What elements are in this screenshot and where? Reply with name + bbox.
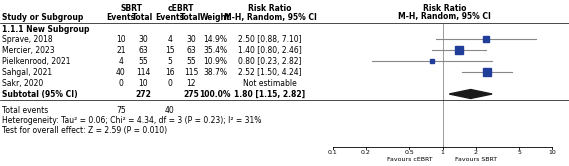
Text: 38.7%: 38.7% xyxy=(203,68,227,77)
Text: 1.80 [1.15, 2.82]: 1.80 [1.15, 2.82] xyxy=(234,90,306,99)
Text: Risk Ratio: Risk Ratio xyxy=(248,4,292,13)
Text: Not estimable: Not estimable xyxy=(243,79,297,88)
Text: 30: 30 xyxy=(186,35,196,44)
Text: Events: Events xyxy=(155,13,184,22)
Text: 114: 114 xyxy=(136,68,150,77)
Text: 40: 40 xyxy=(116,68,126,77)
Text: Test for overall effect: Z = 2.59 (P = 0.010): Test for overall effect: Z = 2.59 (P = 0… xyxy=(2,126,167,135)
Text: Favours cEBRT: Favours cEBRT xyxy=(387,157,432,162)
Text: 272: 272 xyxy=(135,90,151,99)
Text: Total events: Total events xyxy=(2,106,48,115)
Text: 35.4%: 35.4% xyxy=(203,46,227,55)
Text: 2: 2 xyxy=(473,150,477,155)
Text: M-H, Random, 95% CI: M-H, Random, 95% CI xyxy=(224,13,316,22)
Text: 15: 15 xyxy=(165,46,175,55)
Text: 10.9%: 10.9% xyxy=(203,57,227,66)
Text: 1.40 [0.80, 2.46]: 1.40 [0.80, 2.46] xyxy=(238,46,302,55)
Text: 1.1.1 New Subgroup: 1.1.1 New Subgroup xyxy=(2,25,89,34)
Text: 10: 10 xyxy=(116,35,126,44)
Text: Mercier, 2023: Mercier, 2023 xyxy=(2,46,55,55)
Text: Heterogeneity: Tau² = 0.06; Chi² = 4.34, df = 3 (P = 0.23); I² = 31%: Heterogeneity: Tau² = 0.06; Chi² = 4.34,… xyxy=(2,116,261,125)
Text: Sakr, 2020: Sakr, 2020 xyxy=(2,79,43,88)
Text: 30: 30 xyxy=(138,35,148,44)
Text: 55: 55 xyxy=(138,57,148,66)
Text: 5: 5 xyxy=(167,57,172,66)
Text: 63: 63 xyxy=(138,46,148,55)
Text: 100.0%: 100.0% xyxy=(199,90,231,99)
Text: Events: Events xyxy=(106,13,135,22)
Text: 75: 75 xyxy=(116,106,126,115)
Text: Favours SBRT: Favours SBRT xyxy=(455,157,497,162)
Text: 55: 55 xyxy=(186,57,196,66)
Text: 10: 10 xyxy=(549,150,556,155)
Text: 0.2: 0.2 xyxy=(361,150,370,155)
Text: 0.80 [0.23, 2.82]: 0.80 [0.23, 2.82] xyxy=(238,57,302,66)
Text: Risk Ratio: Risk Ratio xyxy=(423,4,466,13)
Text: 2.50 [0.88, 7.10]: 2.50 [0.88, 7.10] xyxy=(238,35,302,44)
Text: 115: 115 xyxy=(184,68,198,77)
Text: 2.52 [1.50, 4.24]: 2.52 [1.50, 4.24] xyxy=(238,68,302,77)
Text: 275: 275 xyxy=(183,90,199,99)
Text: 21: 21 xyxy=(116,46,126,55)
Text: Total: Total xyxy=(180,13,201,22)
Text: Sahgal, 2021: Sahgal, 2021 xyxy=(2,68,52,77)
Text: SBRT: SBRT xyxy=(121,4,143,13)
Text: 12: 12 xyxy=(186,79,196,88)
Text: 0.1: 0.1 xyxy=(328,150,337,155)
Text: Subtotal (95% CI): Subtotal (95% CI) xyxy=(2,90,77,99)
Text: 5: 5 xyxy=(517,150,521,155)
Text: 0: 0 xyxy=(167,79,172,88)
Text: 1: 1 xyxy=(440,150,444,155)
Text: 16: 16 xyxy=(165,68,175,77)
Text: Total: Total xyxy=(133,13,154,22)
Text: 4: 4 xyxy=(167,35,172,44)
Text: 0: 0 xyxy=(118,79,123,88)
Text: 14.9%: 14.9% xyxy=(203,35,227,44)
Text: 40: 40 xyxy=(165,106,175,115)
Text: 0.5: 0.5 xyxy=(405,150,414,155)
Text: M-H, Random, 95% CI: M-H, Random, 95% CI xyxy=(398,12,491,21)
Text: 63: 63 xyxy=(186,46,196,55)
Text: cEBRT: cEBRT xyxy=(167,4,194,13)
Text: 10: 10 xyxy=(138,79,148,88)
Polygon shape xyxy=(450,89,492,98)
Text: 4: 4 xyxy=(118,57,123,66)
Text: Sprave, 2018: Sprave, 2018 xyxy=(2,35,52,44)
Text: Pielkenrood, 2021: Pielkenrood, 2021 xyxy=(2,57,71,66)
Text: Weight: Weight xyxy=(200,13,230,22)
Text: Study or Subgroup: Study or Subgroup xyxy=(2,13,84,22)
